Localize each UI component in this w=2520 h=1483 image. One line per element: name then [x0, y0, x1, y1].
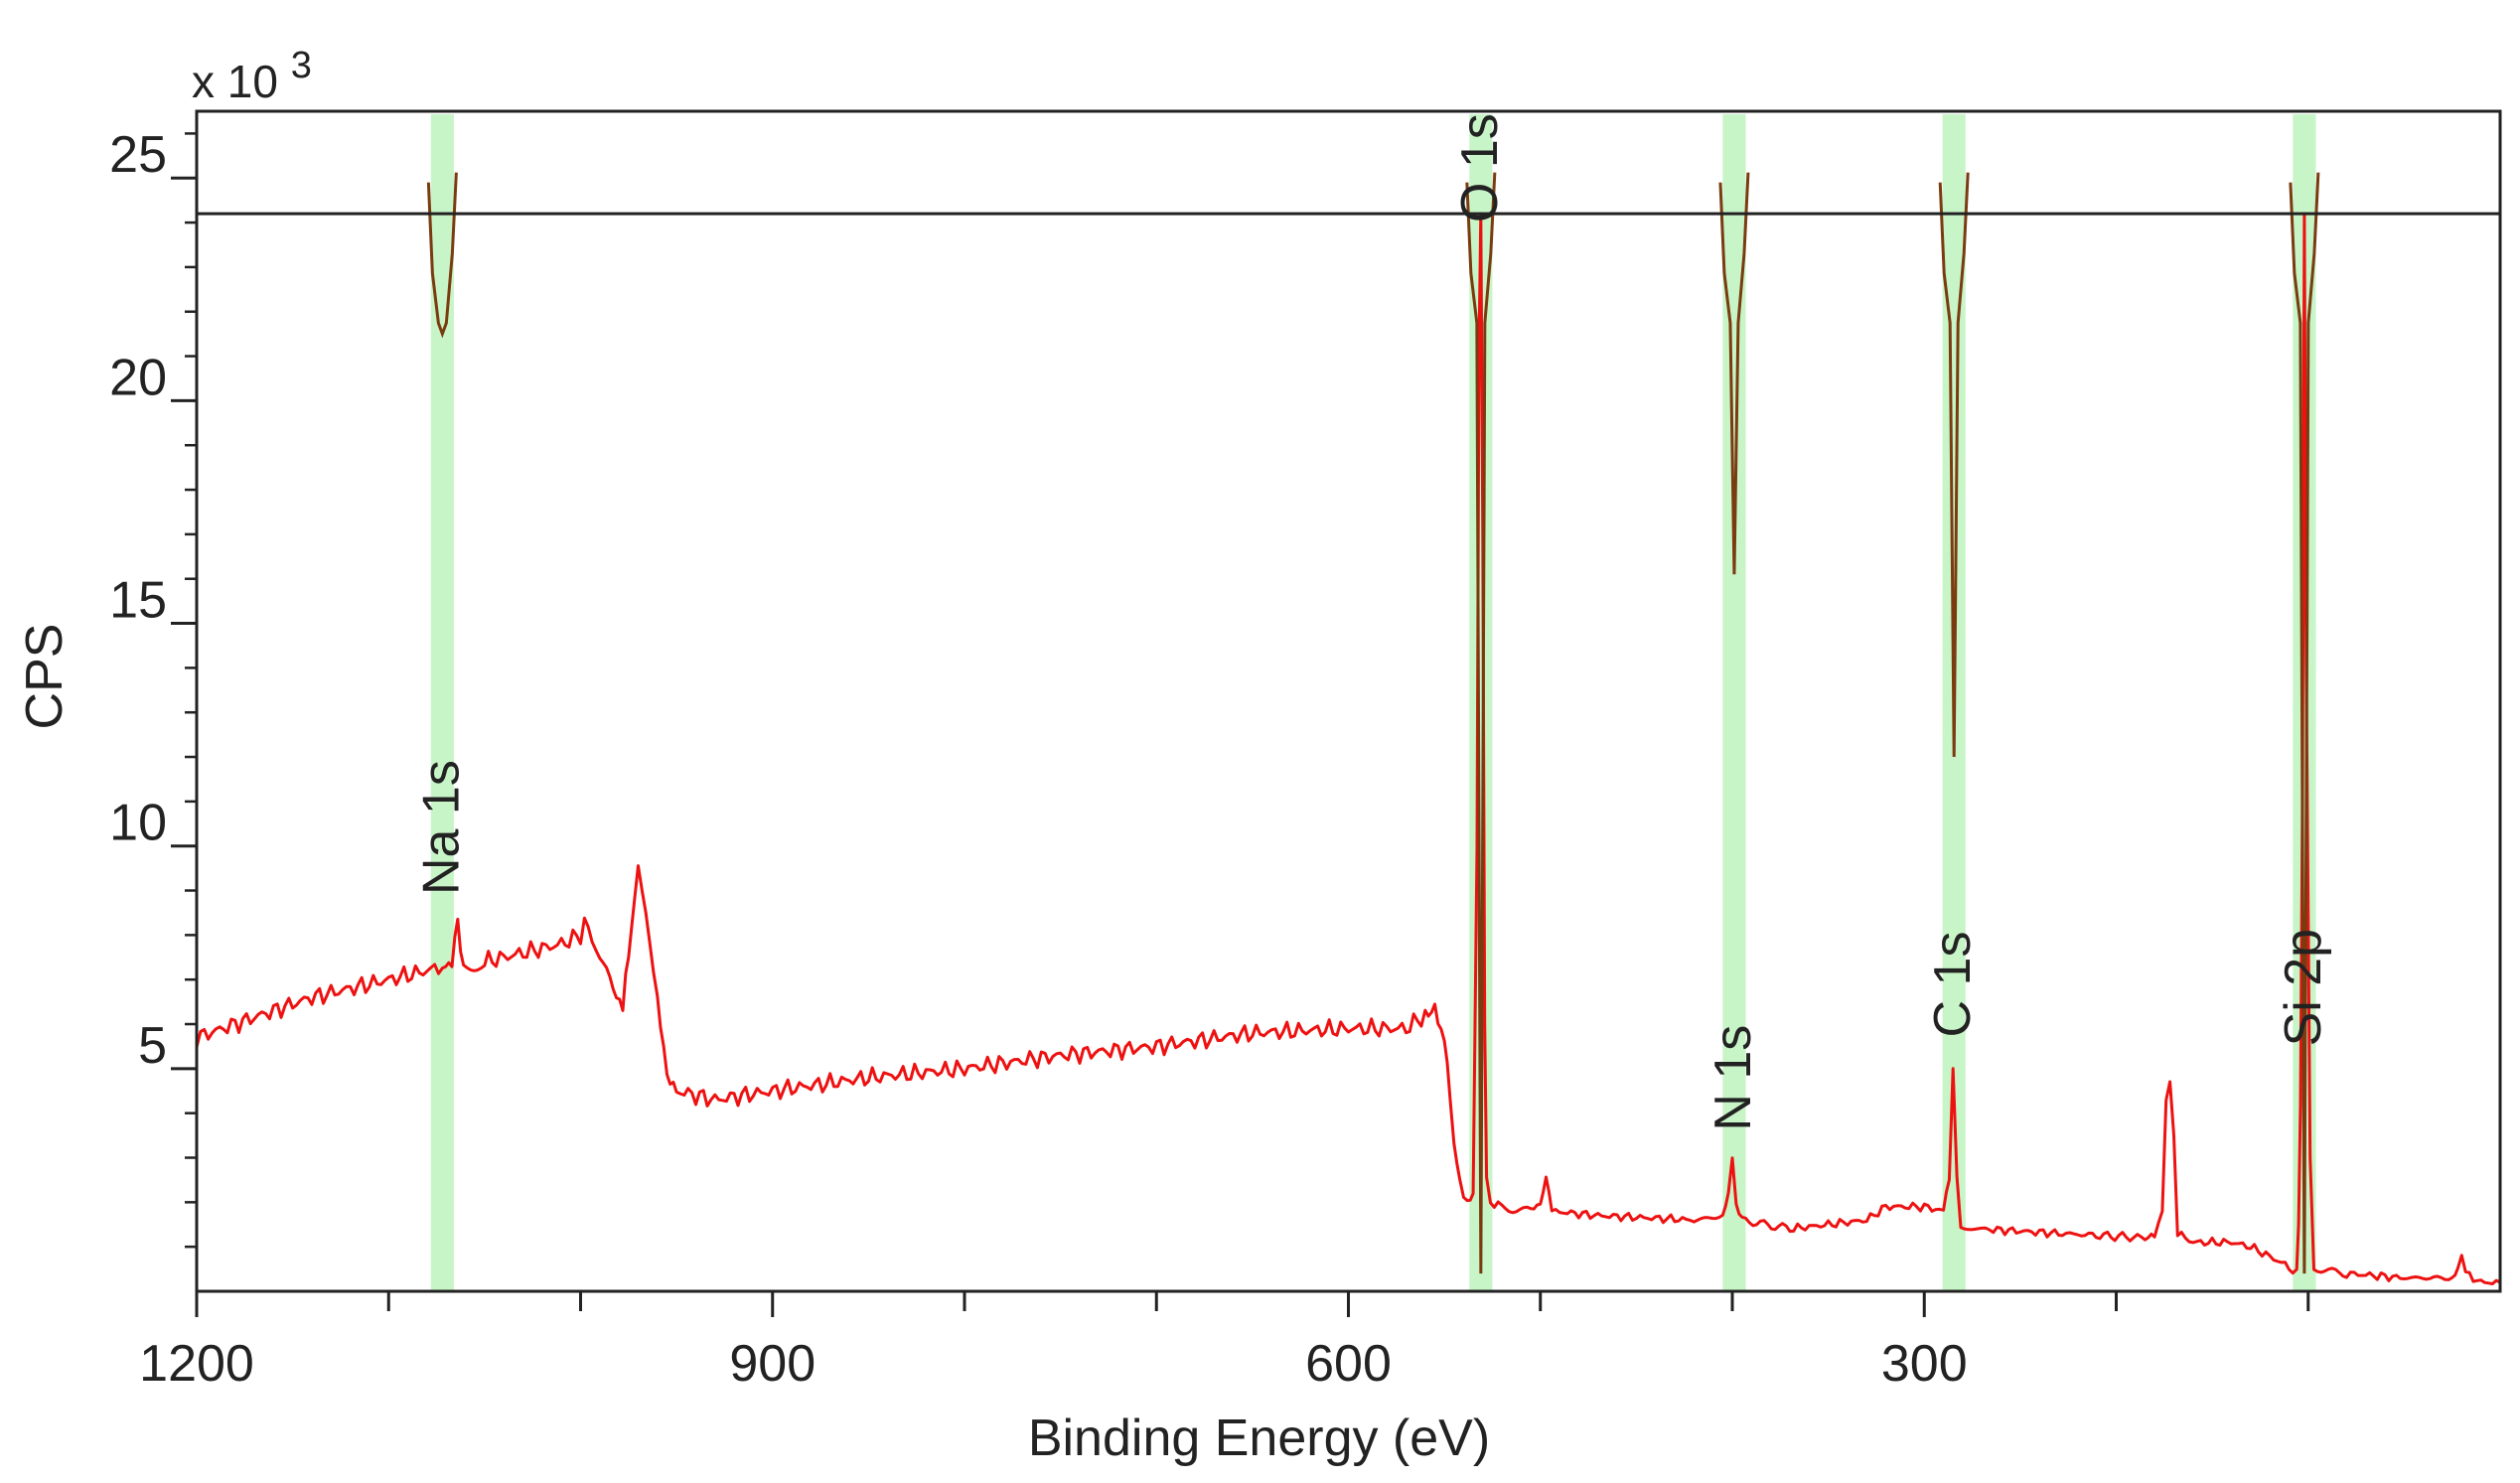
axis-labels: Binding Energy (eV) CPS x 10 3	[16, 45, 1490, 1467]
peak-band-n-1s	[1722, 114, 1746, 1291]
spectrum-layer	[195, 212, 2501, 1285]
peak-band-layer	[430, 114, 2316, 1291]
x-tick-label: 1200	[139, 1335, 254, 1393]
peak-label-n-1s: N 1s	[1705, 1025, 1762, 1131]
y-tick-label: 5	[138, 1017, 167, 1075]
spectrum-line	[195, 212, 2501, 1285]
x-axis-title: Binding Energy (eV)	[1028, 1409, 1490, 1467]
peak-label-o-1s: O 1s	[1451, 113, 1509, 222]
y-tick-label: 15	[109, 572, 167, 630]
peak-marker-n-1s	[1718, 172, 1750, 575]
peak-label-si-2p: Si 2p	[2275, 929, 2332, 1047]
y-tick-label: 25	[109, 126, 167, 184]
plot-frame	[195, 109, 2502, 1293]
peak-label-na-1s: Na 1s	[412, 760, 470, 895]
x-tick-label: 900	[729, 1335, 815, 1393]
y-axis-title: CPS	[16, 624, 74, 730]
y-tick-label: 10	[109, 795, 167, 852]
peak-marker-layer	[426, 172, 2320, 1274]
y-axis-multiplier-base: x 10	[192, 56, 278, 107]
peak-band-na-1s	[430, 114, 454, 1291]
axis-ticks: 1200 900 600 300 5 10 15 20 25	[109, 126, 2310, 1393]
peak-label-c-1s: C 1s	[1924, 932, 1982, 1038]
y-axis-multiplier: x 10 3	[192, 45, 312, 107]
y-axis-multiplier-exponent: 3	[291, 45, 312, 86]
y-tick-label: 20	[109, 349, 167, 406]
x-tick-label: 600	[1305, 1335, 1392, 1393]
x-tick-label: 300	[1881, 1335, 1968, 1393]
peak-label-layer: Na 1s O 1s N 1s C 1s Si 2p	[412, 113, 2332, 1130]
peak-marker-na-1s	[426, 172, 458, 339]
